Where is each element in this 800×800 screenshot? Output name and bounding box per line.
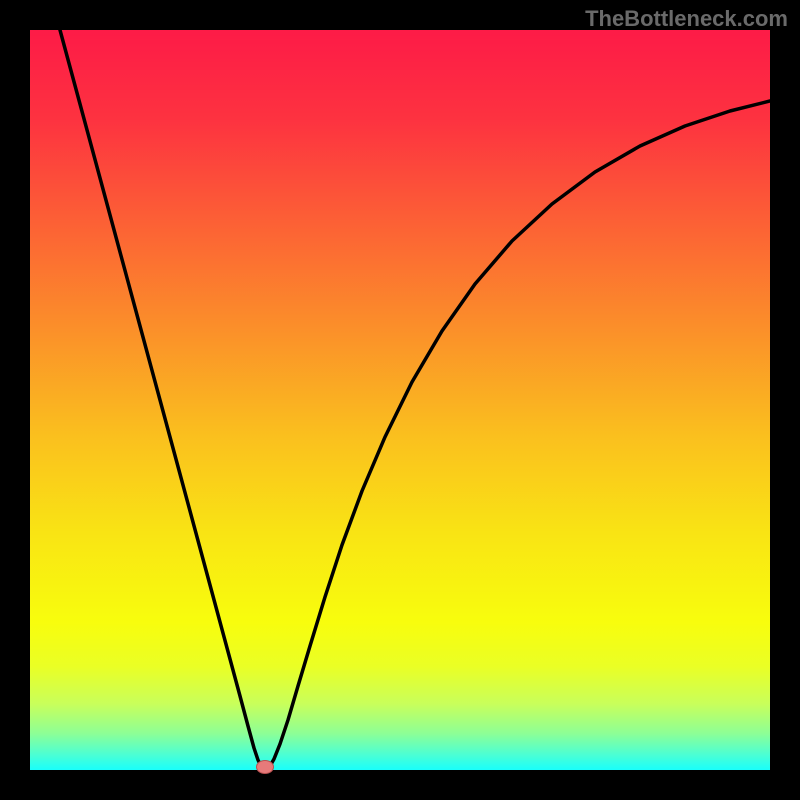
bottleneck-curve (60, 30, 770, 770)
minimum-marker (256, 760, 274, 774)
curve-svg (30, 30, 770, 770)
plot-area (30, 30, 770, 770)
watermark-text: TheBottleneck.com (585, 6, 788, 32)
